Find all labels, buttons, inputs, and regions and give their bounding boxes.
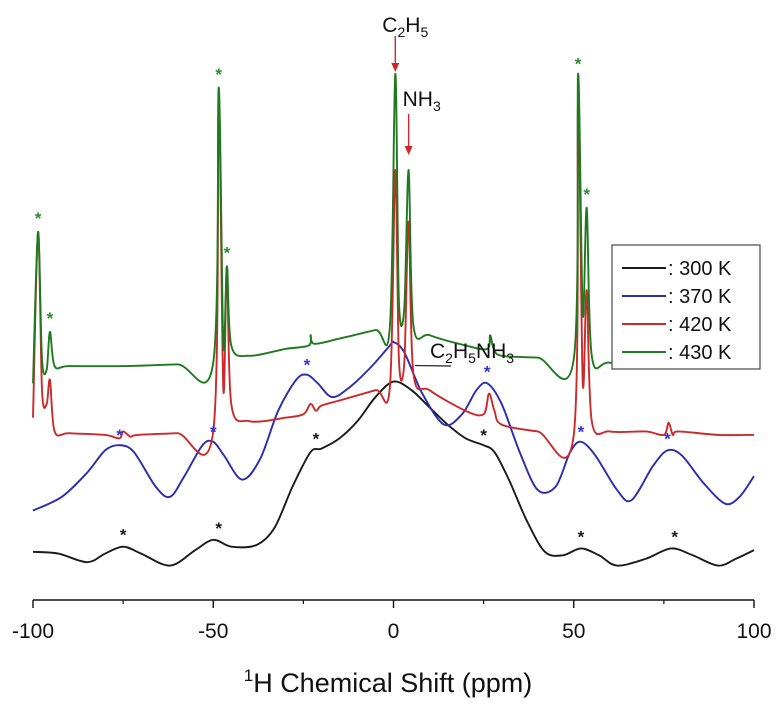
peak-asterisk: *: [578, 527, 585, 546]
asterisk-layer: * * * * * * * * * * * * * * * * * *: [35, 54, 679, 546]
peak-asterisk: *: [304, 355, 311, 374]
peak-asterisk: *: [224, 244, 231, 263]
peak-asterisk: *: [671, 527, 678, 546]
peak-asterisk: *: [583, 185, 590, 204]
annotation-arrowhead: [391, 63, 400, 72]
peak-asterisk: *: [215, 65, 222, 84]
x-axis-title-superscript: 1: [244, 666, 253, 685]
annotation-arrowhead: [404, 146, 413, 155]
x-tick-label: -100: [12, 620, 54, 643]
legend-label: : 420 K: [668, 314, 732, 336]
series-layer: [32, 72, 755, 567]
series-line-4: [32, 72, 755, 384]
legend: : 300 K : 370 K : 420 K : 430 K: [611, 244, 761, 370]
axes: -100 -50 0 50 100: [12, 599, 772, 643]
legend-label: : 430 K: [668, 342, 732, 364]
peak-asterisk: *: [313, 429, 320, 448]
legend-label: : 370 K: [668, 286, 732, 308]
x-tick-label: 50: [562, 620, 585, 643]
annotation-label-molecule: C2H5NH3: [430, 340, 514, 366]
legend-label: : 300 K: [668, 258, 732, 280]
x-axis-title-text: H Chemical Shift (ppm): [253, 668, 532, 698]
peak-asterisk: *: [578, 422, 585, 441]
x-tick-label: 0: [388, 620, 400, 643]
peak-asterisk: *: [484, 362, 491, 381]
peak-asterisk: *: [575, 54, 582, 73]
peak-asterisk: *: [664, 429, 671, 448]
peak-asterisk: *: [35, 209, 42, 228]
peak-asterisk: *: [215, 519, 222, 538]
peak-asterisk: *: [116, 426, 123, 445]
series-line-1: [32, 380, 755, 567]
x-axis-title: 1H Chemical Shift (ppm): [244, 666, 533, 698]
peak-asterisk: *: [120, 526, 127, 545]
series-line-2: [32, 340, 755, 512]
x-tick-label: -50: [198, 620, 228, 643]
x-tick-label: 100: [736, 620, 771, 643]
legend-box: [611, 244, 761, 370]
peak-asterisk: *: [210, 422, 217, 441]
peak-asterisk: *: [47, 309, 54, 328]
series-line-3: [32, 100, 755, 459]
annotation-label-ethyl: C2H5: [382, 14, 428, 40]
annotation-label-ammonium: NH3: [403, 88, 441, 114]
peak-asterisk: *: [480, 426, 487, 445]
